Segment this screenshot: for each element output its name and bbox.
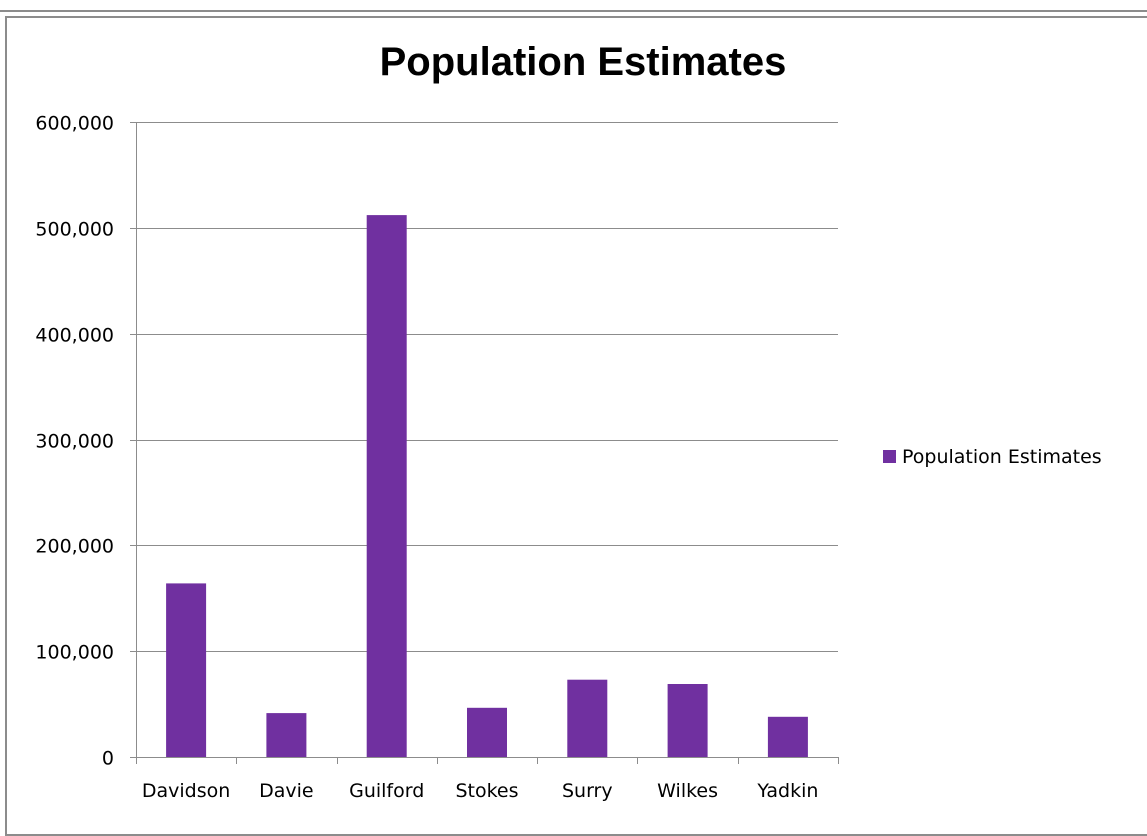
x-tick-label: Davie xyxy=(259,780,314,802)
x-tick-label: Stokes xyxy=(455,780,518,802)
y-tick-label: 500,000 xyxy=(35,219,114,241)
legend: Population Estimates xyxy=(883,446,1102,468)
axes xyxy=(136,122,839,764)
y-tick-label: 400,000 xyxy=(35,325,114,347)
bar-chart: Population Estimates 0 100,000 200,000 300,… xyxy=(35,40,1102,802)
bar xyxy=(767,716,808,757)
bar xyxy=(166,583,207,757)
bar xyxy=(366,215,407,758)
y-tick-labels: 0 100,000 200,000 300,000 400,000 500,000 600,… xyxy=(35,113,114,770)
bar xyxy=(266,713,307,757)
gridlines xyxy=(130,122,838,758)
x-tick-label: Davidson xyxy=(142,780,230,802)
y-tick-label: 200,000 xyxy=(35,536,114,558)
y-tick-label: 100,000 xyxy=(35,642,114,664)
x-tick-label: Wilkes xyxy=(657,780,718,802)
legend-label: Population Estimates xyxy=(902,446,1102,468)
y-tick-label: 600,000 xyxy=(35,113,114,135)
x-tick-label: Yadkin xyxy=(756,780,818,802)
bar xyxy=(467,707,507,757)
top-border-strip xyxy=(0,0,1147,12)
x-tick-label: Surry xyxy=(562,780,613,802)
y-tick-label: 0 xyxy=(102,748,114,770)
bar xyxy=(567,679,608,757)
x-tick-labels: Davidson Davie Guilford Stokes Surry Wilkes Ya… xyxy=(142,780,819,802)
bars xyxy=(166,215,808,758)
x-tick-label: Guilford xyxy=(349,780,424,802)
bar xyxy=(667,684,708,757)
legend-swatch xyxy=(883,450,896,463)
chart-title: Population Estimates xyxy=(380,40,787,84)
y-tick-label: 300,000 xyxy=(35,431,114,453)
